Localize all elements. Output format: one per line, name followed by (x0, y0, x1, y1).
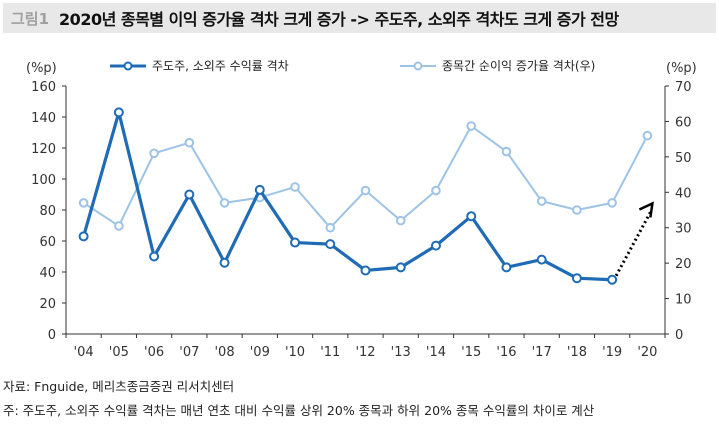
x-tick-label: '07 (179, 345, 199, 360)
data-point (607, 274, 618, 285)
data-point (360, 265, 371, 276)
data-point (149, 148, 159, 159)
right-tick-label: 40 (675, 186, 692, 201)
data-point (254, 184, 265, 195)
data-point (325, 222, 336, 233)
x-tick-label: '08 (214, 345, 234, 360)
x-tick-label: '19 (602, 345, 622, 360)
data-point (184, 137, 195, 148)
data-point (571, 273, 582, 284)
data-point (219, 198, 230, 208)
data-point (501, 146, 512, 157)
left-tick-label: 120 (31, 142, 56, 157)
left-tick-label: 80 (39, 204, 56, 219)
chart-svg: 0 20 40 60 80 100 120 140 160 0 10 20 30 40 50 60 70 '04 '… (26, 59, 697, 360)
legend-marker (123, 61, 133, 71)
x-tick-label: '17 (532, 345, 552, 360)
right-tick-label: 20 (675, 257, 692, 272)
series-line (83, 125, 649, 229)
data-point (501, 262, 512, 273)
figure-label: 그림1 (11, 9, 50, 28)
data-point (395, 262, 406, 273)
x-tick-label: '09 (250, 345, 270, 360)
data-point (536, 196, 547, 206)
data-point (290, 237, 301, 248)
data-point (290, 182, 300, 192)
data-point (78, 231, 89, 242)
left-tick-label: 40 (39, 266, 56, 281)
data-point (184, 189, 195, 200)
left-tick-label: 160 (31, 80, 56, 95)
right-tick-label: 70 (675, 80, 692, 95)
data-point (572, 205, 582, 215)
x-tick-label: '11 (320, 345, 340, 360)
data-point (466, 121, 477, 131)
data-point (114, 221, 124, 231)
x-tick-label: '18 (567, 345, 587, 360)
title-bar: 그림1 2020년 종목별 이익 증가율 격차 크게 증가 -> 주도주, 소외… (3, 3, 716, 33)
x-tick-label: '20 (637, 345, 657, 360)
right-axis-unit: (%p) (666, 61, 697, 76)
left-tick-label: 60 (39, 235, 56, 250)
dotted-arrow-line (614, 209, 653, 277)
data-point (431, 185, 441, 196)
data-point (395, 215, 406, 226)
x-tick-label: '12 (355, 345, 375, 360)
x-tick-label: '05 (109, 345, 129, 360)
left-tick-label: 100 (31, 173, 56, 188)
legend-label: 주도주, 소외주 수익률 격차 (152, 59, 289, 73)
data-point (360, 185, 371, 196)
right-tick-label: 60 (675, 115, 692, 130)
arrow-head-icon (638, 201, 654, 218)
note-text: 주: 주도주, 소외주 수익률 격차는 매년 연초 대비 수익률 상위 20% … (3, 403, 595, 418)
left-axis-unit: (%p) (26, 61, 57, 76)
left-tick-label: 20 (39, 297, 56, 312)
x-tick-label: '15 (461, 345, 481, 360)
x-tick-label: '06 (144, 345, 164, 360)
series-line (82, 110, 613, 282)
data-point (536, 254, 547, 265)
right-tick-label: 10 (675, 293, 692, 308)
x-tick-label: '10 (285, 345, 305, 360)
data-point (113, 107, 124, 118)
x-tick-label: '14 (426, 345, 446, 360)
chart-title: 2020년 종목별 이익 증가율 격차 크게 증가 -> 주도주, 소외주 격차… (59, 10, 619, 29)
data-point (325, 239, 336, 250)
data-point (430, 240, 441, 251)
x-tick-label: '04 (74, 345, 94, 360)
right-tick-label: 50 (675, 151, 692, 166)
legend-label: 종목간 순이익 증가율 격차(우) (442, 59, 595, 73)
left-tick-label: 140 (31, 111, 56, 126)
legend-marker (413, 61, 423, 71)
data-point (149, 251, 160, 262)
source-text: 자료: Fnguide, 메리츠종금증권 리서치센터 (3, 379, 235, 394)
right-tick-label: 30 (675, 222, 692, 237)
right-tick-label: 0 (675, 328, 683, 343)
data-point (642, 130, 653, 141)
left-tick-label: 0 (48, 328, 56, 343)
x-tick-label: '16 (496, 345, 516, 360)
data-point (607, 198, 617, 208)
x-tick-label: '13 (391, 345, 411, 360)
data-point (78, 198, 89, 208)
data-point (219, 257, 230, 268)
data-point (466, 211, 477, 222)
